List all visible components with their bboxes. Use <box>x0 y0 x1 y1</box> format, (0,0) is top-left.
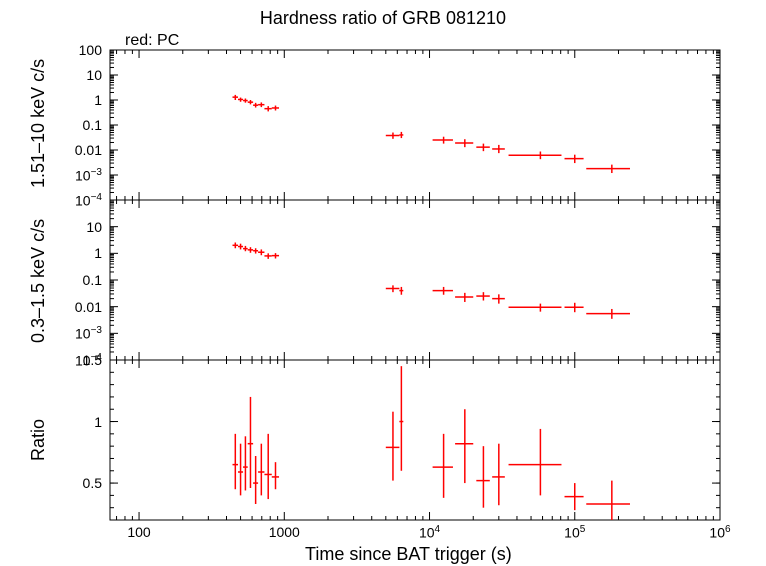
tick-label: 10−4 <box>36 192 102 209</box>
tick-label: 100 <box>36 42 102 58</box>
y-axis-label-soft_band: 0.3–1.5 keV c/s <box>28 219 49 343</box>
x-tick-label: 100 <box>119 524 159 540</box>
y-axis-label-ratio: Ratio <box>28 419 49 461</box>
x-tick-label: 106 <box>700 524 740 541</box>
chart-svg <box>0 0 766 566</box>
x-axis-label: Time since BAT trigger (s) <box>305 544 512 565</box>
tick-label: 1.5 <box>36 352 102 368</box>
x-tick-label: 105 <box>555 524 595 541</box>
tick-label: 0.5 <box>36 475 102 491</box>
y-axis-label-hard_band: 1.51–10 keV c/s <box>28 59 49 188</box>
x-tick-label: 104 <box>410 524 450 541</box>
figure: Hardness ratio of GRB 081210 red: PC Tim… <box>0 0 766 566</box>
x-tick-label: 1000 <box>264 524 304 540</box>
